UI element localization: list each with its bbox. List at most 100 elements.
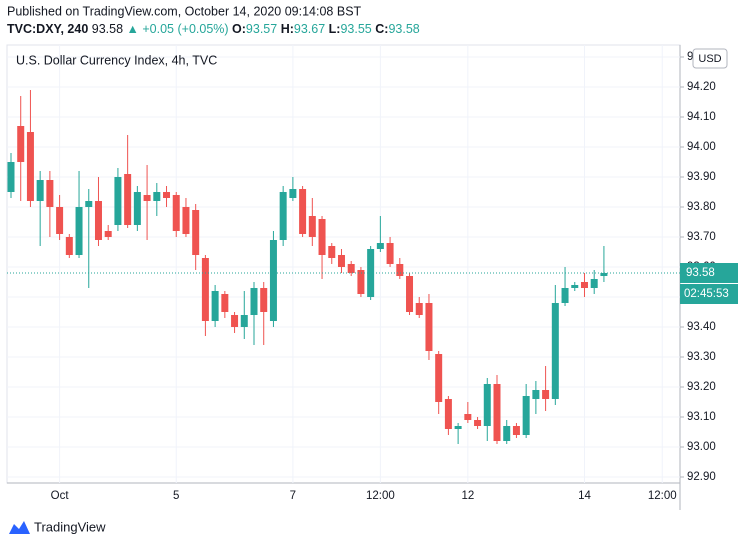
candle-body [522, 396, 530, 435]
candle-body [153, 192, 161, 201]
candle-body [464, 414, 472, 420]
x-tick-label: 12:00 [366, 490, 395, 502]
candle-body [328, 246, 336, 258]
candle-body [483, 384, 491, 426]
y-tick-label: 93.90 [687, 171, 716, 183]
candle-body [231, 315, 239, 327]
candle-body [65, 237, 73, 255]
candle-body [143, 195, 151, 201]
y-tick-label: 94.10 [687, 111, 716, 123]
candle-body [211, 291, 219, 321]
candle-body [17, 126, 25, 162]
candle-body [318, 219, 326, 255]
y-tick-label: 93.20 [687, 381, 716, 393]
y-tick-label: 92.90 [687, 471, 716, 483]
last-price-box [680, 263, 738, 283]
y-tick-label: 93.40 [687, 321, 716, 333]
currency[interactable]: USD [698, 53, 721, 65]
candle-body [425, 303, 433, 351]
candle-body [85, 201, 93, 207]
candle-body [260, 288, 268, 312]
candle-body [279, 192, 287, 240]
candle-body [542, 390, 550, 399]
candle-body [133, 192, 141, 225]
currency-box[interactable] [692, 48, 728, 69]
candle-body [114, 177, 122, 225]
x-tick-label: Oct [51, 490, 70, 502]
candle-body [532, 390, 540, 399]
ohlc-value: 93.67 [294, 22, 325, 36]
candle-body [299, 189, 307, 234]
last-price-label: 93.58 [686, 267, 715, 279]
candle-body [7, 162, 15, 192]
candle-body [376, 243, 384, 249]
candle-body [94, 201, 102, 240]
y-tick-label: 94.00 [687, 141, 716, 153]
candle-body [26, 132, 34, 201]
last-price: 93.58 [92, 22, 123, 36]
candle-body [104, 231, 112, 237]
candle-body [474, 420, 482, 426]
candle-body [454, 426, 462, 429]
chart-title: U.S. Dollar Currency Index, 4h, TVC [16, 53, 217, 67]
candle-body [36, 180, 44, 201]
y-tick-label: 93.80 [687, 201, 716, 213]
candle-body [561, 288, 569, 303]
y-tick-label: 94.20 [687, 81, 716, 93]
ohlc-label: C: [375, 22, 388, 36]
candle-body [435, 354, 443, 402]
candle-body [308, 216, 316, 237]
candle-body [347, 264, 355, 273]
countdown: 02:45:53 [684, 288, 729, 300]
candle-body [269, 240, 277, 321]
candle-body [221, 294, 229, 312]
candle-body [46, 180, 54, 207]
ohlc-label: H: [281, 22, 294, 36]
candle-body [386, 243, 394, 264]
candle-body [580, 282, 588, 288]
logo-icon [9, 521, 30, 534]
y-tick-label: 93.30 [687, 351, 716, 363]
ohlc-label: O: [232, 22, 246, 36]
y-tick-label: 93.00 [687, 441, 716, 453]
candle-body [56, 207, 64, 234]
candle-body [289, 189, 297, 198]
candle-body [493, 384, 501, 441]
x-tick-label: 7 [290, 490, 296, 502]
candle-body [396, 264, 404, 276]
symbol-line: TVC:DXY, 240 93.58 ▲ +0.05 (+0.05%) O:93… [7, 22, 420, 36]
ohlc-label: L: [329, 22, 341, 36]
published: Published on TradingView.com, October 14… [7, 4, 362, 18]
candle-body [590, 279, 598, 288]
candle-body [163, 192, 171, 198]
candle-body [124, 174, 132, 225]
x-tick-label: 12:00 [648, 490, 677, 502]
change: ▲ +0.05 (+0.05%) [127, 22, 229, 36]
y-tick-label: 93.70 [687, 231, 716, 243]
candle-body [182, 207, 190, 234]
candle-body [571, 285, 579, 288]
candles [7, 90, 680, 444]
symbol: TVC:DXY, 240 [7, 22, 88, 36]
candle-body [503, 426, 511, 441]
candle-body [512, 426, 520, 435]
ohlc-value: 93.57 [246, 22, 277, 36]
candle-body [201, 258, 209, 321]
candle-body [600, 273, 608, 276]
x-tick-label: 14 [578, 490, 591, 502]
candle-body [192, 210, 200, 255]
countdown-box [680, 284, 738, 304]
candle-body [444, 399, 452, 429]
candle-body [75, 207, 83, 255]
ohlc-value: 93.55 [340, 22, 371, 36]
logo: TradingView [9, 519, 106, 534]
logo-text: TradingView [34, 519, 106, 534]
y-tick-label: 93.10 [687, 411, 716, 423]
candle-body [240, 315, 248, 327]
x-tick-label: 12 [461, 490, 474, 502]
candle-body [337, 255, 345, 267]
x-tick-label: 5 [173, 490, 179, 502]
ohlc-value: 93.58 [388, 22, 419, 36]
